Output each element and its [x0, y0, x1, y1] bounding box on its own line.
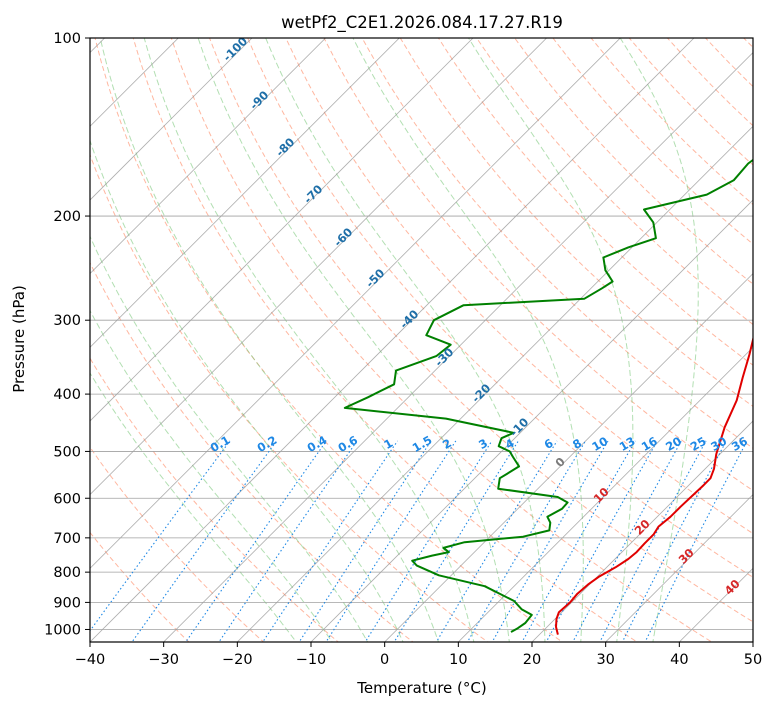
- isotherm-line: [236, 125, 753, 642]
- isotherm-line: [310, 199, 753, 642]
- x-tick-label: −10: [296, 652, 327, 668]
- mixing-ratio-label: 36: [729, 434, 750, 454]
- mixing-ratio-label: 13: [617, 434, 638, 454]
- x-axis-label: Temperature (°C): [356, 679, 486, 697]
- y-tick-label: 800: [53, 565, 81, 581]
- isotherm-line: [90, 38, 548, 496]
- y-tick-label: 600: [53, 491, 81, 507]
- y-tick-label: 500: [53, 444, 81, 460]
- dry-adiabat: [170, 38, 713, 642]
- temperature-profile: [555, 335, 753, 635]
- y-tick-label: 300: [53, 313, 81, 329]
- dry-adiabat: [90, 531, 190, 642]
- mixing-ratio-label: 25: [688, 434, 709, 454]
- moist-adiabat: [99, 38, 440, 642]
- y-tick-label: 900: [53, 595, 81, 611]
- isotherm-line: [163, 52, 753, 642]
- isotherm-line: [90, 38, 474, 422]
- mixing-ratio-line: [545, 440, 658, 642]
- mixing-ratio-labels: 0.1 0.2 0.4 0.6 1 1.5 2 3 4 6 8 10 13 16 20 25 30 36: [208, 433, 750, 455]
- mixing-ratio-line: [218, 440, 358, 642]
- isotherm-line: [90, 38, 621, 569]
- x-tick-label: 30: [596, 652, 614, 668]
- x-tick-label: −30: [148, 652, 179, 668]
- dry-adiabat: [323, 38, 753, 492]
- mixing-ratio-line: [364, 440, 493, 642]
- moist-adiabat: [467, 38, 634, 642]
- x-tick-label: 10: [449, 652, 467, 668]
- background-lines: [90, 38, 753, 642]
- mixing-ratio-label: 10: [589, 434, 610, 454]
- mixing-ratio-line: [131, 440, 278, 642]
- moist-adiabat: [90, 235, 369, 642]
- y-tick-label: 400: [53, 387, 81, 403]
- isotherm-line: [90, 38, 253, 201]
- y-axis-label: Pressure (hPa): [10, 285, 28, 393]
- mixing-ratio-line: [466, 440, 586, 642]
- moist-adiabat: [197, 38, 510, 642]
- x-tick-label: 0: [380, 652, 389, 668]
- isotherm-line: [384, 273, 753, 642]
- y-tick-label: 700: [53, 531, 81, 547]
- plot-frame: [89, 37, 754, 643]
- y-tick-label: 1000: [44, 622, 81, 638]
- mixing-ratio-label: 16: [639, 434, 660, 454]
- mixing-ratio-line: [491, 440, 609, 642]
- mixing-ratio-line: [521, 440, 636, 642]
- mixing-ratio-line: [90, 440, 231, 632]
- mixing-ratio-line: [435, 440, 558, 642]
- profile-lines: [343, 158, 753, 635]
- x-tick-label: −20: [222, 652, 253, 668]
- mixing-ratio-line: [644, 440, 748, 642]
- mixing-ratio-line: [621, 440, 727, 642]
- isotherm-line: [457, 346, 753, 642]
- moist-adiabat: [90, 309, 333, 642]
- mixing-ratio-label: 20: [663, 434, 684, 454]
- dewpoint-profile: [343, 158, 753, 633]
- moist-adiabat: [352, 38, 584, 642]
- moist-adiabat: [90, 139, 404, 642]
- moist-adiabat: [90, 372, 297, 642]
- moist-adiabat: [619, 38, 699, 642]
- mixing-ratio-line: [298, 440, 432, 642]
- chart-title: wetPf2_C2E1.2026.084.17.27.R19: [281, 13, 563, 33]
- axes: −40 −30 −20 −10 0 10 20 30 40 50 100 200 300 400 500 60…: [44, 31, 762, 668]
- moist-adiabat: [265, 38, 546, 642]
- isotherm-line: [90, 38, 327, 275]
- y-tick-label: 200: [53, 209, 81, 225]
- isotherm-line: [90, 38, 695, 642]
- isotherm-line: [531, 420, 753, 642]
- isotherm-line: [605, 494, 753, 642]
- isotherm-line: [90, 38, 400, 348]
- x-tick-label: 20: [523, 652, 541, 668]
- x-tick-label: 40: [670, 652, 688, 668]
- y-tick-label: 100: [53, 31, 81, 47]
- dry-adiabat: [399, 38, 753, 408]
- mixing-ratio-label: 30: [708, 434, 729, 454]
- x-tick-label: −40: [75, 652, 106, 668]
- mixing-ratio-line: [325, 440, 457, 642]
- mixing-ratio-line: [599, 440, 707, 642]
- x-tick-label: 50: [744, 652, 762, 668]
- dry-adiabat: [437, 38, 753, 366]
